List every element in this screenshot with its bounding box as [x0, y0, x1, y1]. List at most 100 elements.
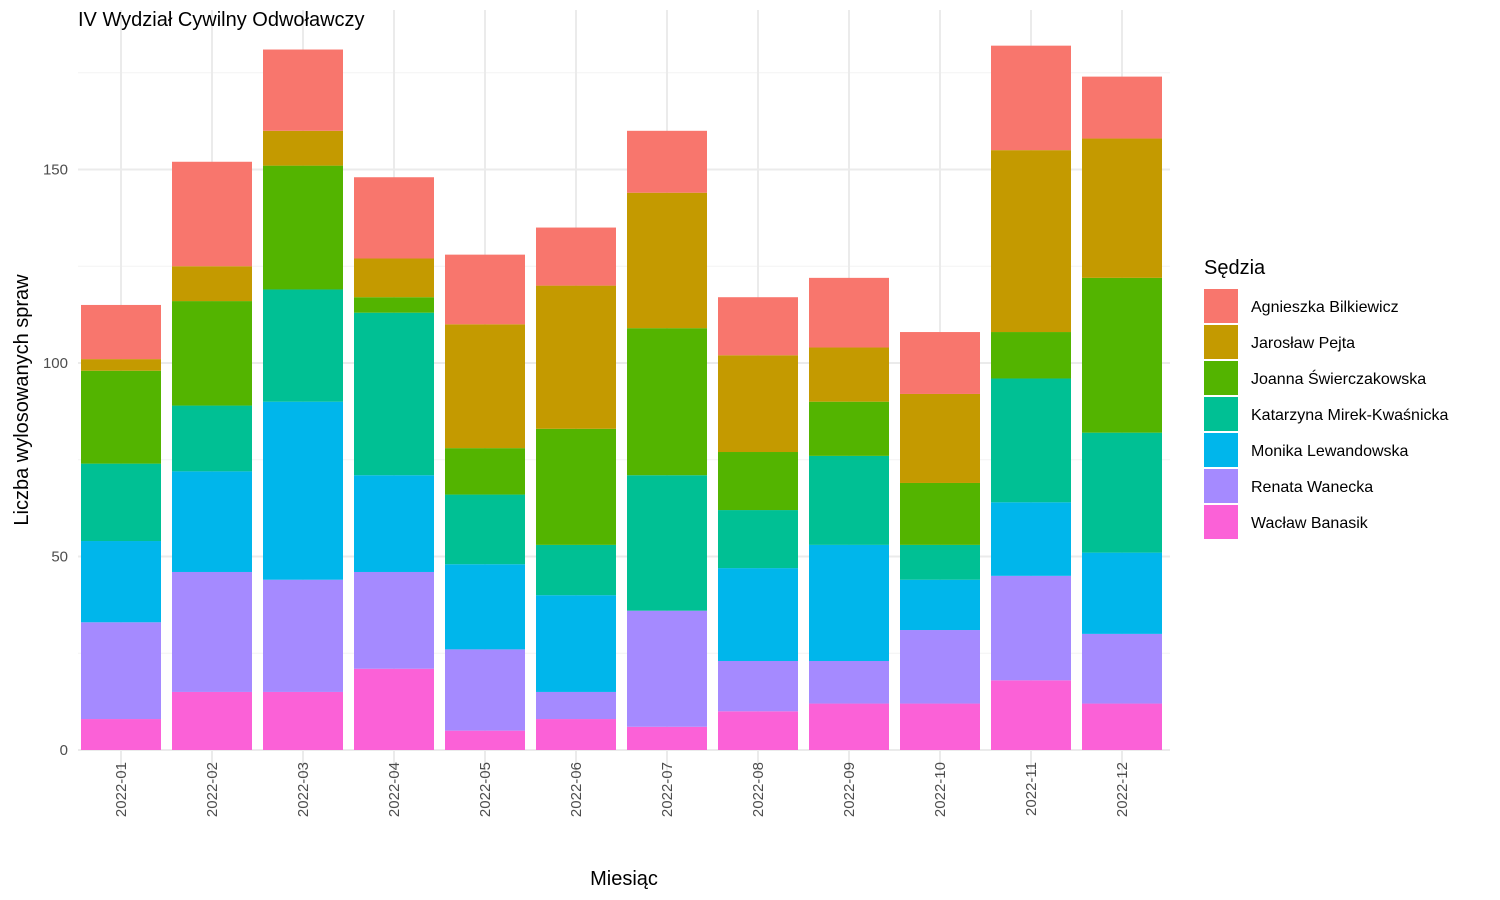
bar-segment — [263, 401, 343, 580]
legend: Sędzia Agnieszka Bilkiewicz Jarosław Pejt… — [1204, 257, 1449, 539]
legend-label: Joanna Świerczakowska — [1251, 369, 1426, 388]
bar-segment — [263, 49, 343, 131]
x-tick-label: 2022-06 — [568, 762, 585, 817]
bar-segment — [354, 668, 434, 750]
y-axis-ticks: 0 50 100 150 — [43, 162, 68, 760]
bar-segment — [81, 359, 161, 371]
bar-segment — [991, 332, 1071, 379]
bar-segment — [809, 401, 889, 456]
bar-segment — [263, 579, 343, 692]
x-tick-label: 2022-09 — [841, 762, 858, 817]
y-tick-label: 0 — [60, 742, 68, 759]
x-tick-label: 2022-01 — [113, 762, 130, 817]
bar-segment — [900, 579, 980, 631]
legend-label: Renata Wanecka — [1251, 479, 1373, 496]
bar-segment — [809, 277, 889, 348]
y-tick-label: 50 — [51, 549, 68, 566]
x-tick-label: 2022-08 — [750, 762, 767, 817]
legend-swatch — [1204, 325, 1238, 359]
y-axis-title: Liczba wylosowanych spraw — [11, 274, 33, 526]
bar-segment — [991, 575, 1071, 681]
bar-segment — [354, 571, 434, 669]
legend-swatch — [1204, 361, 1238, 395]
bar-segment — [627, 726, 707, 750]
bar-segment — [718, 452, 798, 511]
bar-segment — [354, 475, 434, 572]
bar-segment — [536, 595, 616, 692]
bar-segment — [991, 45, 1071, 151]
bar-segment — [172, 405, 252, 472]
legend-swatch — [1204, 397, 1238, 431]
bar-segment — [809, 544, 889, 661]
bar-segment — [809, 347, 889, 402]
legend-swatch — [1204, 469, 1238, 503]
bar-segment — [718, 568, 798, 661]
bar-segment — [991, 680, 1071, 750]
x-tick-label: 2022-12 — [1114, 762, 1131, 817]
bar-segment — [445, 494, 525, 565]
bar-segment — [81, 304, 161, 360]
bar-segment — [991, 378, 1071, 503]
bar-segment — [172, 161, 252, 267]
bar-segment — [445, 324, 525, 449]
bar-segment — [81, 719, 161, 750]
x-axis-title: Miesiąc — [590, 868, 658, 890]
bar-segment — [172, 691, 252, 750]
legend-swatch — [1204, 433, 1238, 467]
legend-swatch — [1204, 289, 1238, 323]
bar-segment — [445, 564, 525, 650]
bar-segment — [536, 428, 616, 545]
legend-title: Sędzia — [1204, 257, 1266, 279]
bar-segment — [536, 227, 616, 286]
x-tick-label: 2022-10 — [932, 762, 949, 817]
x-tick-label: 2022-11 — [1023, 762, 1040, 816]
bar-segment — [900, 544, 980, 580]
bar-segment — [445, 649, 525, 731]
bar-segment — [627, 475, 707, 611]
x-tick-label: 2022-02 — [204, 762, 221, 817]
bar-segment — [991, 502, 1071, 576]
bar-segment — [445, 730, 525, 750]
bar-segment — [536, 285, 616, 429]
bar-segment — [1082, 552, 1162, 634]
bar-segment — [445, 254, 525, 325]
bar-segment — [1082, 633, 1162, 704]
bar-segment — [900, 703, 980, 750]
bar-segment — [900, 393, 980, 483]
x-tick-label: 2022-03 — [295, 762, 312, 817]
bar-segment — [263, 130, 343, 166]
y-tick-label: 150 — [43, 162, 68, 179]
bar-segment — [718, 510, 798, 569]
legend-label: Katarzyna Mirek-Kwaśnicka — [1251, 407, 1449, 424]
bar-segment — [354, 258, 434, 298]
bar-segment — [354, 177, 434, 259]
legend-label: Monika Lewandowska — [1251, 443, 1409, 460]
bar-segment — [1082, 703, 1162, 750]
x-tick-label: 2022-05 — [477, 762, 494, 817]
chart-title: IV Wydział Cywilny Odwoławczy — [78, 9, 365, 31]
bar-segment — [627, 610, 707, 727]
bar-segment — [718, 711, 798, 750]
bar-segment — [627, 192, 707, 329]
bar-segment — [809, 660, 889, 704]
bar-segment — [1082, 432, 1162, 553]
bar-segment — [991, 150, 1071, 333]
x-tick-label: 2022-04 — [386, 762, 403, 817]
bar-segment — [536, 544, 616, 596]
bar-segment — [263, 289, 343, 402]
bar-segment — [627, 130, 707, 193]
bar-segment — [809, 703, 889, 750]
bar-segment — [718, 660, 798, 712]
bar-segment — [900, 630, 980, 704]
bar-segment — [354, 297, 434, 313]
bar-segment — [1082, 277, 1162, 433]
bar-segment — [536, 691, 616, 720]
legend-label: Jarosław Pejta — [1251, 335, 1355, 352]
bar-segment — [809, 455, 889, 545]
legend-label: Wacław Banasik — [1251, 515, 1369, 532]
bar-segment — [1082, 138, 1162, 278]
bar-segment — [172, 266, 252, 302]
bar-segment — [81, 541, 161, 623]
legend-label: Agnieszka Bilkiewicz — [1251, 299, 1399, 316]
